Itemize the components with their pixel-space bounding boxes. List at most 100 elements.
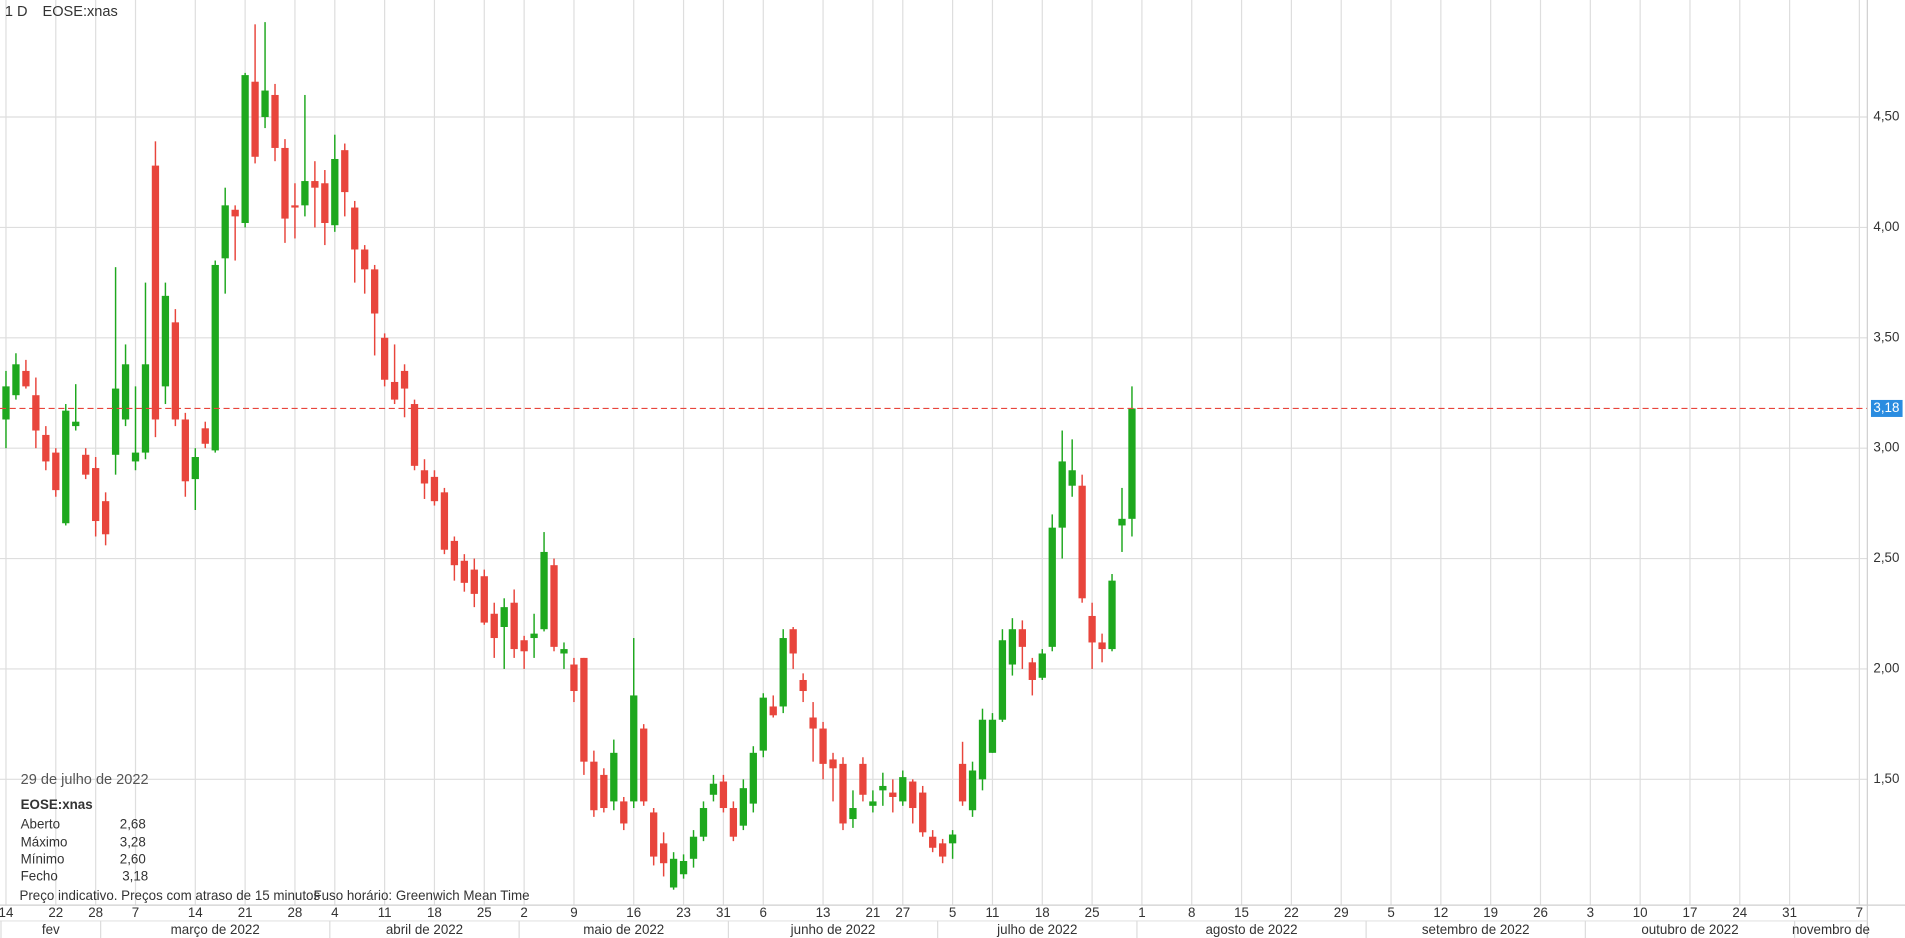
candle-body (460, 560, 468, 583)
x-tick-label: 5 (1387, 905, 1394, 920)
candles (0, 22, 1868, 890)
candle-body (1008, 629, 1017, 665)
candle-body (12, 364, 20, 396)
candle-body (580, 657, 588, 762)
candle-body (899, 777, 907, 802)
month-label: junho de 2022 (790, 922, 876, 937)
grid (0, 0, 1868, 906)
candle-body (819, 728, 827, 764)
candle-body (809, 717, 817, 729)
candle-wick (503, 598, 505, 669)
candle-body (201, 428, 209, 444)
candle-body (1038, 653, 1046, 678)
candle-body (331, 158, 339, 226)
x-tick-label: 6 (760, 905, 767, 920)
candle-body (281, 147, 289, 219)
candle-wick (812, 702, 814, 762)
month-label: fev (42, 922, 60, 937)
y-tick-label: 3,50 (1873, 329, 1899, 344)
candle-body (251, 81, 259, 157)
interval: 1 D (5, 4, 28, 20)
x-tick-label: 25 (1085, 905, 1100, 920)
candle-body (630, 695, 638, 802)
candle-wick (134, 386, 137, 471)
candle-body (560, 649, 568, 654)
candle-body (450, 540, 459, 566)
candle-body (799, 679, 807, 692)
x-tick-label: 11 (378, 905, 392, 920)
candle-body (171, 322, 180, 420)
x-tick-label: 28 (88, 905, 103, 920)
candle-body (650, 812, 658, 857)
candle-wick (363, 245, 366, 294)
candle-body (789, 629, 797, 654)
candle-body (470, 569, 478, 594)
x-tick-label: 23 (676, 905, 691, 920)
candle-body (141, 364, 150, 453)
x-tick-label: 21 (238, 905, 253, 920)
candle-body (849, 808, 857, 820)
y-tick-label: 4,50 (1873, 109, 1899, 124)
candle-body (1128, 408, 1136, 519)
y-tick-label: 1,50 (1873, 771, 1899, 786)
candle-wick (294, 183, 296, 239)
candle-body (520, 640, 528, 652)
candle-body (869, 801, 877, 806)
candle-body (1058, 461, 1066, 528)
candle-body (610, 752, 618, 802)
candle-body (321, 183, 329, 224)
x-tick-label: 18 (1035, 905, 1050, 920)
candle-body (22, 370, 30, 387)
info-value: 3,18 (122, 869, 148, 884)
x-tick-label: 28 (288, 905, 303, 920)
candle-wick (1071, 439, 1073, 497)
candle-body (510, 602, 518, 650)
month-label: novembro de (1792, 922, 1870, 937)
candle-body (1028, 662, 1036, 680)
info-label: Aberto (21, 817, 60, 832)
candle-wick (393, 344, 396, 405)
info-symbol: EOSE:xnas (21, 797, 93, 812)
x-tick-label: 4 (331, 905, 339, 920)
candle-body (550, 565, 558, 647)
candle-body (161, 295, 170, 387)
candle-body (709, 783, 718, 795)
candle-wick (304, 94, 306, 217)
candle-body (131, 452, 140, 462)
candle-body (440, 492, 449, 550)
candle-body (191, 457, 199, 480)
candle-body (371, 269, 379, 314)
x-tick-label: 26 (1533, 905, 1548, 920)
month-label: outubro de 2022 (1641, 922, 1738, 937)
candle-body (978, 719, 987, 780)
candle-body (261, 90, 269, 118)
candle-body (929, 836, 937, 848)
candle-wick (951, 830, 954, 859)
candle-body (1068, 470, 1076, 486)
candle-wick (314, 161, 316, 228)
candle-body (640, 728, 648, 802)
candle-body (879, 785, 887, 791)
y-tick-label: 2,50 (1873, 550, 1899, 565)
candle-body (221, 205, 229, 259)
candle-body (151, 165, 160, 420)
x-tick-label: 29 (1334, 905, 1349, 920)
candle-body (590, 761, 598, 811)
month-label: agosto de 2022 (1205, 922, 1297, 937)
candle-body (1018, 629, 1026, 647)
candle-body (938, 843, 947, 857)
x-tick-label: 7 (1856, 905, 1863, 920)
month-label: setembro de 2022 (1422, 922, 1530, 937)
footer-note: Preço indicativo. Preços com atraso de 1… (19, 888, 320, 903)
x-tick-label: 24 (1732, 905, 1747, 920)
info-date: 29 de julho de 2022 (21, 772, 149, 788)
candle-body (719, 781, 728, 809)
candle-body (121, 364, 130, 420)
x-tick-label: 17 (1683, 905, 1698, 920)
x-tick-label: 5 (949, 905, 956, 920)
month-label: março de 2022 (171, 922, 260, 937)
x-tick-label: 16 (626, 905, 641, 920)
candle-body (480, 576, 488, 623)
candle-body (540, 551, 548, 630)
